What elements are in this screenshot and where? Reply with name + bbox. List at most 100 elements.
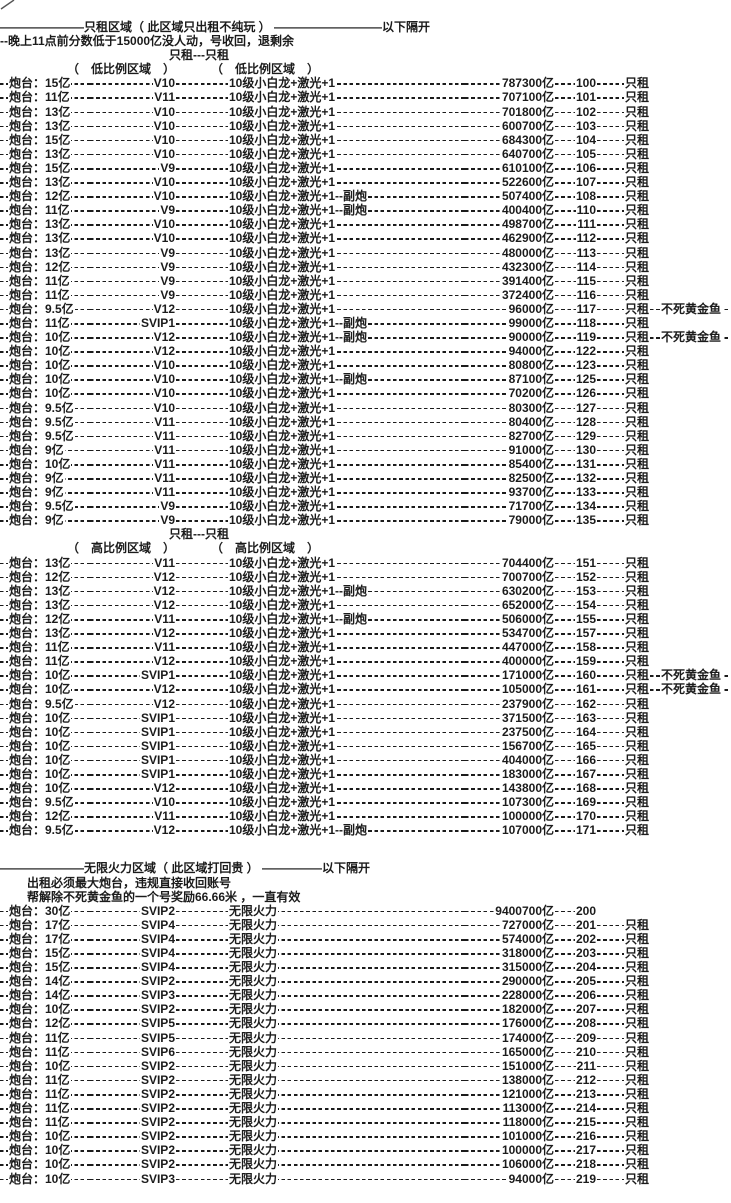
rent-label-value: 只租 xyxy=(623,513,650,528)
account-id-value: 108 xyxy=(574,189,597,204)
vip-level-value: V11 xyxy=(153,442,176,457)
score-value: 107000亿 xyxy=(500,823,555,838)
vip-level-cell: V10 xyxy=(90,358,176,373)
account-id-value: 125 xyxy=(574,372,597,387)
special-tag-value: 不死黄金鱼 xyxy=(660,668,723,683)
account-id-value: 119 xyxy=(575,330,597,345)
account-row: 炮台：14亿 SVIP2 无限火力 290000亿 205 只租 xyxy=(0,974,731,989)
cannon-power-cell: 炮台：11亿 xyxy=(0,203,90,218)
vip-level-value: V10 xyxy=(152,358,176,373)
account-id-cell: 160 xyxy=(555,668,597,683)
weapon-loadout-value: 无限火力 xyxy=(228,1072,279,1087)
rent-label-cell: 只租 xyxy=(597,640,650,655)
rent-label-value: 只租 xyxy=(623,931,650,946)
account-row: 炮台：12亿 V11 10级小白龙+激光+1 100000亿 170 只租 xyxy=(0,809,731,824)
account-id-value: 130 xyxy=(574,442,597,457)
account-id-value: 152 xyxy=(574,569,597,584)
rent-label-cell: 只租 xyxy=(597,611,650,627)
cannon-power-value: 炮台：13亿 xyxy=(8,231,72,246)
weapon-loadout-cell: 10级小白龙+激光+1--副炮 xyxy=(176,315,465,331)
rent-label-value: 只租 xyxy=(623,640,650,655)
vip-level-cell: V11 xyxy=(90,640,176,655)
cannon-power-value: 炮台：10亿 xyxy=(8,682,72,697)
account-id-cell: 119 xyxy=(555,330,597,345)
account-row: 炮台：10亿 SVIP2 无限火力 151000亿 211 只租 xyxy=(0,1058,731,1073)
corner-stroke-artifact xyxy=(0,0,15,10)
rent-label-value: 只租 xyxy=(623,766,650,782)
account-id-value: 208 xyxy=(574,1016,597,1031)
weapon-loadout-value: 10级小白龙+激光+1 xyxy=(228,752,337,767)
account-id-value: 163 xyxy=(574,710,597,725)
weapon-loadout-value: 无限火力 xyxy=(228,1143,279,1158)
score-cell: 404000亿 xyxy=(465,752,555,767)
account-id-cell: 106 xyxy=(555,160,597,176)
account-row: 炮台：10亿 SVIP2 无限火力 106000亿 218 只租 xyxy=(0,1157,731,1172)
cannon-power-cell: 炮台：9.5亿 xyxy=(0,696,90,711)
cannon-power-value: 炮台：10亿 xyxy=(8,781,72,796)
vip-level-value: V9 xyxy=(159,513,176,528)
vip-level-value: V12 xyxy=(152,626,176,641)
vip-level-cell: V11 xyxy=(90,485,176,500)
weapon-loadout-value: 10级小白龙+激光+1 xyxy=(228,146,337,161)
vip-level-cell: V12 xyxy=(90,583,176,598)
cannon-power-value: 炮台：14亿 xyxy=(8,974,72,989)
rent-label-value: 只租 xyxy=(623,245,650,260)
weapon-loadout-value: 10级小白龙+激光+1 xyxy=(228,76,337,91)
account-row: 炮台：9.5亿 V12 10级小白龙+激光+1--副炮 107000亿 171 … xyxy=(0,823,731,838)
account-row: 炮台：9.5亿 V10 10级小白龙+激光+1 80300亿 127 只租 xyxy=(0,400,731,415)
weapon-loadout-value: 无限火力 xyxy=(228,917,279,932)
cannon-power-cell: 炮台：9.5亿 xyxy=(0,301,90,316)
weapon-loadout-cell: 无限火力 xyxy=(176,1129,465,1144)
account-id-cell: 131 xyxy=(555,456,597,471)
cannon-power-cell: 炮台：11亿 xyxy=(0,654,90,669)
account-row: 炮台：11亿 SVIP6 无限火力 165000亿 210 只租 xyxy=(0,1044,731,1059)
weapon-loadout-value: 10级小白龙+激光+1--副炮 xyxy=(228,583,369,598)
account-id-value: 167 xyxy=(574,766,597,782)
vip-level-value: V10 xyxy=(152,189,176,204)
cannon-power-value: 炮台：15亿 xyxy=(8,76,72,91)
vip-level-cell: V12 xyxy=(90,696,176,711)
account-id-cell: 216 xyxy=(555,1129,597,1144)
score-cell: 391400亿 xyxy=(465,273,555,288)
score-cell: 156700亿 xyxy=(465,738,555,753)
weapon-loadout-value: 10级小白龙+激光+1 xyxy=(228,118,337,133)
cannon-power-value: 炮台：9亿 xyxy=(8,485,65,500)
cannon-power-value: 炮台：10亿 xyxy=(8,1143,72,1158)
weapon-loadout-value: 无限火力 xyxy=(228,931,279,946)
score-cell: 80800亿 xyxy=(465,358,555,373)
account-id-cell: 215 xyxy=(555,1115,597,1130)
account-row: 炮台：13亿 V10 10级小白龙+激光+1 600700亿 103 只租 xyxy=(0,118,731,133)
account-id-value: 170 xyxy=(574,809,597,824)
weapon-loadout-value: 无限火力 xyxy=(228,1157,279,1172)
weapon-loadout-value: 无限火力 xyxy=(228,974,279,989)
account-id-value: 157 xyxy=(574,626,597,641)
cannon-power-cell: 炮台：12亿 xyxy=(0,809,90,824)
account-id-value: 126 xyxy=(574,386,597,401)
vip-level-cell: SVIP1 xyxy=(90,752,176,767)
special-tag-cell: 不死黄金鱼 xyxy=(650,668,730,683)
cannon-power-cell: 炮台：10亿 xyxy=(0,344,90,359)
account-id-value: 153 xyxy=(574,583,597,598)
rent-label-cell: 只租 xyxy=(597,1101,650,1116)
vip-level-cell: SVIP2 xyxy=(90,1086,176,1102)
account-row: 炮台：10亿 V10 10级小白龙+激光+1 70200亿 126 只租 xyxy=(0,386,731,401)
account-id-cell: 208 xyxy=(555,1016,597,1031)
weapon-loadout-cell: 10级小白龙+激光+1 xyxy=(176,132,465,147)
vip-level-cell: SVIP1 xyxy=(90,668,176,683)
weapon-loadout-value: 10级小白龙+激光+1 xyxy=(228,414,337,429)
cannon-power-value: 炮台：15亿 xyxy=(8,946,72,961)
weapon-loadout-cell: 10级小白龙+激光+1 xyxy=(176,766,465,782)
vip-level-cell: V10 xyxy=(90,372,176,387)
cannon-power-cell: 炮台：10亿 xyxy=(0,1143,90,1158)
weapon-loadout-cell: 10级小白龙+激光+1 xyxy=(176,259,465,274)
cannon-power-cell: 炮台：13亿 xyxy=(0,146,90,161)
account-id-cell: 104 xyxy=(555,132,597,147)
vip-level-value: V12 xyxy=(152,301,176,316)
vip-level-cell: SVIP4 xyxy=(90,931,176,946)
rent-label-cell: 只租 xyxy=(597,988,650,1003)
rent-label-value: 只租 xyxy=(623,456,650,471)
weapon-loadout-cell: 10级小白龙+激光+1--副炮 xyxy=(176,611,465,627)
cannon-power-value: 炮台：15亿 xyxy=(8,132,72,147)
weapon-loadout-cell: 10级小白龙+激光+1 xyxy=(176,231,465,246)
account-row: 炮台：9.5亿 V12 10级小白龙+激光+1 96000亿 117 只租 不死… xyxy=(0,301,731,316)
